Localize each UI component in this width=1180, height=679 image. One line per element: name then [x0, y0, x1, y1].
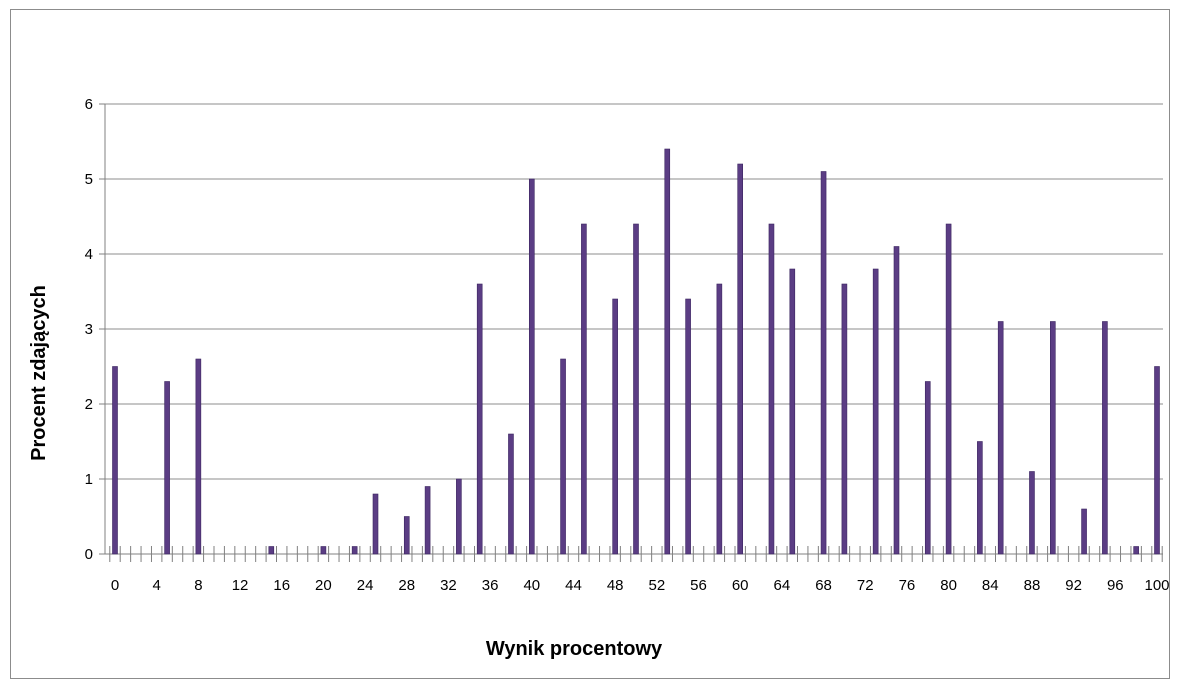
bar — [372, 493, 379, 555]
y-tick-label: 4 — [85, 246, 93, 263]
y-tick-label: 2 — [85, 396, 93, 413]
bar — [560, 358, 566, 555]
x-axis-tick-labels: 0 4 8 12 16 20 24 28 32 36 40 44 48 52 56 60 64 68 72 76 80 8… — [111, 577, 1170, 594]
x-tick-label: 28 — [398, 577, 415, 594]
x-tick-label: 48 — [607, 577, 624, 594]
x-axis-ticks — [109, 546, 1163, 562]
y-tick-label: 0 — [85, 546, 93, 563]
bar — [1154, 366, 1160, 555]
x-tick-label: 16 — [273, 577, 290, 594]
bar — [268, 546, 275, 555]
bar — [1029, 471, 1035, 555]
y-axis-title: Procent zdających — [28, 285, 50, 461]
x-tick-label: 32 — [440, 577, 457, 594]
bar — [872, 268, 879, 555]
x-tick-label: 44 — [565, 577, 582, 594]
x-tick-label: 60 — [732, 577, 749, 594]
y-tick-label: 5 — [85, 171, 93, 188]
bar — [476, 283, 483, 555]
bars — [112, 148, 1160, 555]
bar — [528, 178, 535, 555]
x-tick-label: 36 — [482, 577, 499, 594]
x-tick-label: 88 — [1024, 577, 1041, 594]
bar — [789, 268, 796, 555]
x-axis-title: Wynik procentowy — [486, 638, 663, 660]
y-axis-tick-labels: 0 1 2 3 4 5 6 — [85, 96, 93, 563]
bar — [977, 441, 983, 555]
y-tick-label: 1 — [85, 471, 93, 488]
bar — [320, 546, 327, 555]
x-tick-label: 20 — [315, 577, 332, 594]
bar — [893, 246, 900, 555]
bar — [456, 478, 462, 555]
bar — [768, 223, 775, 555]
bar — [945, 223, 952, 555]
bar — [820, 171, 827, 555]
bar — [424, 486, 431, 555]
bar — [633, 223, 639, 555]
y-tick-label: 6 — [85, 96, 93, 113]
bar — [164, 381, 170, 555]
x-tick-label: 84 — [982, 577, 999, 594]
bar — [1133, 546, 1139, 555]
x-tick-label: 8 — [194, 577, 202, 594]
bar — [997, 321, 1004, 555]
bar — [1102, 321, 1108, 555]
bar — [664, 148, 671, 555]
x-tick-label: 4 — [153, 577, 161, 594]
x-tick-label: 96 — [1107, 577, 1124, 594]
x-tick-label: 12 — [232, 577, 249, 594]
x-tick-label: 80 — [940, 577, 957, 594]
bar — [737, 163, 744, 555]
bar — [112, 366, 118, 555]
bar — [716, 283, 723, 555]
y-tick-label: 3 — [85, 321, 93, 338]
bar — [403, 516, 410, 555]
x-tick-label: 52 — [648, 577, 665, 594]
x-tick-label: 76 — [899, 577, 916, 594]
x-tick-label: 64 — [774, 577, 791, 594]
x-tick-label: 56 — [690, 577, 707, 594]
bar — [841, 283, 848, 555]
bar — [924, 381, 931, 555]
bar — [351, 546, 358, 555]
chart-frame — [10, 9, 1170, 679]
x-tick-label: 68 — [815, 577, 832, 594]
x-tick-label: 72 — [857, 577, 874, 594]
bar — [1050, 321, 1056, 555]
x-tick-label: 40 — [523, 577, 540, 594]
x-tick-label: 0 — [111, 577, 119, 594]
x-tick-label: 24 — [357, 577, 374, 594]
bar — [195, 358, 202, 555]
bar — [581, 223, 587, 555]
x-tick-label: 92 — [1065, 577, 1082, 594]
bar — [1081, 508, 1087, 555]
x-tick-label: 100 — [1144, 577, 1169, 594]
bar — [685, 298, 691, 555]
bar — [508, 433, 514, 555]
bar — [612, 298, 618, 555]
